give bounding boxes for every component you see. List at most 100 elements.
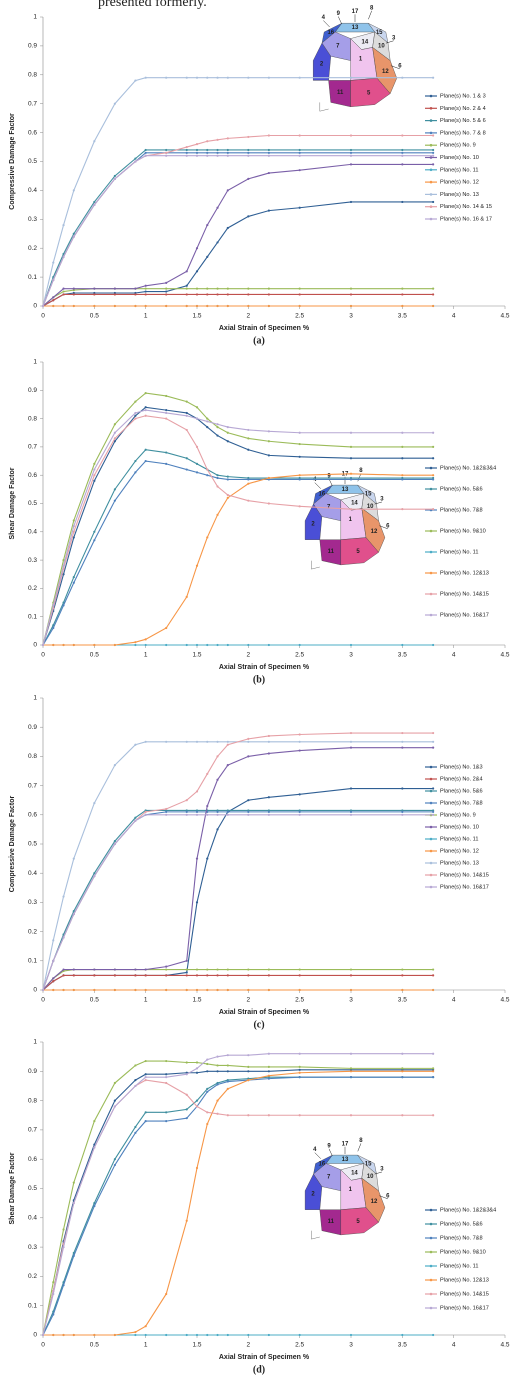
data-point xyxy=(247,1054,249,1056)
data-point xyxy=(196,293,198,295)
data-point xyxy=(145,152,147,154)
legend-label: Plane(s) No. 11 xyxy=(440,167,478,173)
inset-label: 14 xyxy=(351,501,358,507)
y-tick-label: 0.9 xyxy=(28,387,37,394)
x-tick-label: 4.5 xyxy=(500,652,509,659)
data-point xyxy=(350,478,352,480)
data-point xyxy=(114,178,116,180)
inset-label: 3 xyxy=(380,497,384,503)
data-point xyxy=(227,1064,229,1066)
data-point xyxy=(432,432,434,434)
data-point xyxy=(145,989,147,991)
inset-figure: 1316152714101121154917836 xyxy=(305,468,390,569)
data-point xyxy=(52,305,54,307)
inset-label: 13 xyxy=(342,487,349,493)
data-point xyxy=(216,1083,218,1085)
data-point xyxy=(206,418,208,420)
data-point xyxy=(186,596,188,598)
data-point xyxy=(206,77,208,79)
data-point xyxy=(350,1114,352,1116)
x-tick-label: 3 xyxy=(349,997,353,1004)
data-point xyxy=(432,1114,434,1116)
legend-label: Plane(s) No. 13 xyxy=(440,860,479,866)
x-tick-label: 3.5 xyxy=(398,313,407,320)
inset-label: 8 xyxy=(370,5,374,11)
data-point xyxy=(196,152,198,154)
data-point xyxy=(247,755,249,757)
inset-label: 10 xyxy=(378,43,385,49)
inset-axis xyxy=(320,109,329,111)
y-tick-label: 0.1 xyxy=(28,958,37,965)
data-point xyxy=(350,305,352,307)
data-point xyxy=(350,811,352,813)
x-tick-label: 0.5 xyxy=(90,1342,99,1349)
data-point xyxy=(227,432,229,434)
data-point xyxy=(62,1334,64,1336)
data-point xyxy=(73,1334,75,1336)
x-tick-label: 1 xyxy=(144,997,148,1004)
data-point xyxy=(145,814,147,816)
data-point xyxy=(299,155,301,157)
data-point xyxy=(93,1205,95,1207)
data-point xyxy=(165,149,167,151)
inset-label: 13 xyxy=(342,1157,349,1163)
data-point xyxy=(299,989,301,991)
y-tick-label: 0 xyxy=(33,642,37,649)
x-axis-title: Axial Strain of Specimen % xyxy=(219,664,310,671)
data-point xyxy=(114,1105,116,1107)
data-point xyxy=(42,1334,44,1336)
data-point xyxy=(52,1334,54,1336)
data-point xyxy=(73,519,75,521)
data-point xyxy=(93,293,95,295)
data-point xyxy=(216,477,218,479)
y-tick-label: 0 xyxy=(33,987,37,994)
legend-label: Plane(s) No. 10 xyxy=(440,155,479,161)
data-point xyxy=(350,201,352,203)
data-point xyxy=(432,747,434,749)
data-point xyxy=(432,155,434,157)
data-point xyxy=(186,155,188,157)
data-point xyxy=(227,426,229,428)
data-point xyxy=(145,644,147,646)
legend-swatch-dot xyxy=(430,766,433,769)
data-point xyxy=(134,1132,136,1134)
legend-label: Plane(s) No. 12 xyxy=(440,848,479,854)
data-point xyxy=(206,644,208,646)
data-point xyxy=(165,989,167,991)
data-point xyxy=(196,471,198,473)
data-point xyxy=(227,478,229,480)
data-point xyxy=(93,480,95,482)
data-point xyxy=(268,811,270,813)
data-point xyxy=(350,446,352,448)
data-point xyxy=(73,644,75,646)
data-point xyxy=(216,644,218,646)
data-point xyxy=(134,1331,136,1333)
data-point xyxy=(145,290,147,292)
legend-label: Plane(s) No. 11 xyxy=(440,1263,478,1269)
data-point xyxy=(216,426,218,428)
data-point xyxy=(196,270,198,272)
data-point xyxy=(299,505,301,507)
series-line xyxy=(43,294,433,306)
data-point xyxy=(62,895,64,897)
data-point xyxy=(216,1064,218,1066)
data-point xyxy=(299,169,301,171)
data-point xyxy=(350,1053,352,1055)
series-line xyxy=(43,975,433,990)
data-point xyxy=(432,1053,434,1055)
data-point xyxy=(206,305,208,307)
data-point xyxy=(186,305,188,307)
data-point xyxy=(93,204,95,206)
data-point xyxy=(268,989,270,991)
data-point xyxy=(401,787,403,789)
inset-label: 4 xyxy=(313,1147,317,1153)
x-tick-label: 4 xyxy=(452,652,456,659)
legend-label: Plane(s) No. 9&10 xyxy=(440,528,486,534)
data-point xyxy=(186,77,188,79)
data-point xyxy=(186,971,188,973)
y-tick-label: 0.4 xyxy=(28,529,37,536)
data-point xyxy=(216,968,218,970)
data-point xyxy=(52,296,54,298)
legend-swatch-dot xyxy=(430,205,433,208)
legend-swatch-dot xyxy=(430,551,433,554)
